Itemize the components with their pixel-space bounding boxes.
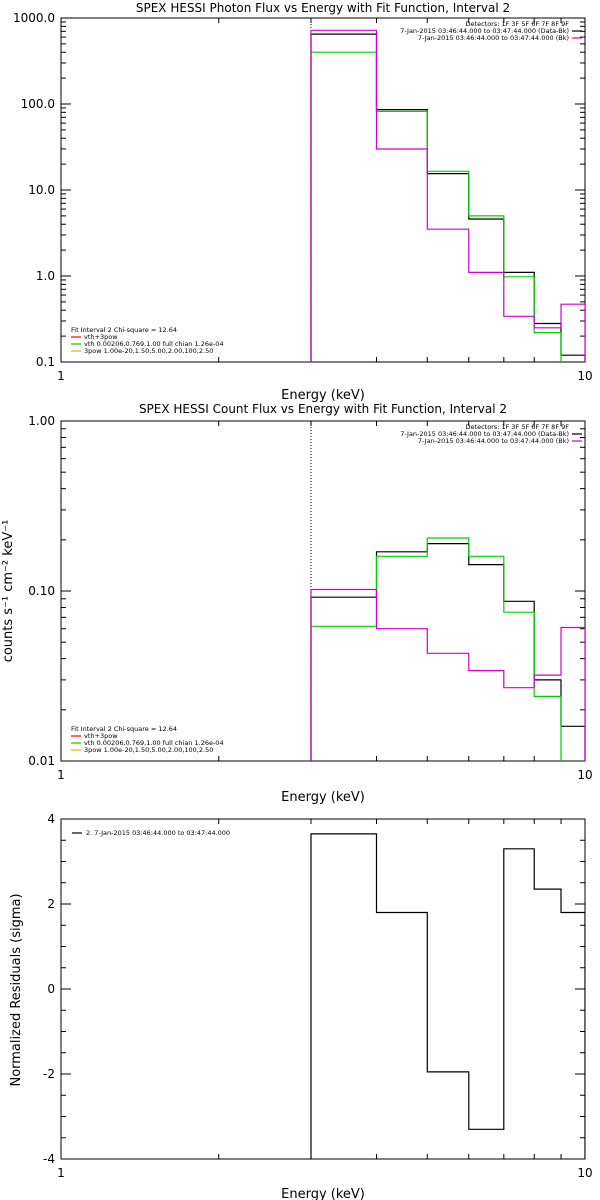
photon-fit-legend-text: vth+3pow bbox=[84, 333, 118, 341]
residual-x-ticks: 1 10 bbox=[57, 819, 593, 1180]
photon-y-tick-label: 10.0 bbox=[28, 183, 55, 197]
photon-fit-legend-header: Fit Interval 2 Chi-square = 12.64 bbox=[71, 326, 177, 334]
count-legend-entry-text: 7-Jan-2015 03:46:44.000 to 03:47:44.000 … bbox=[418, 437, 569, 445]
photon-legend-bottom: Fit Interval 2 Chi-square = 12.64vth+3po… bbox=[71, 326, 224, 355]
count-legend-header: Detectors: 1F 3F 5F 6F 7F 8F 9F bbox=[466, 423, 570, 431]
residuals-y-axis-label: Normalized Residuals (sigma) bbox=[9, 893, 24, 1086]
residual-y-tick-label: 4 bbox=[47, 812, 55, 826]
count-x-tick-label: 1 bbox=[57, 768, 65, 782]
count-series-1-step-line bbox=[310, 537, 562, 761]
residual-series-group bbox=[310, 833, 585, 1159]
residual-y-tick-label: 2 bbox=[47, 897, 55, 911]
count-fit-legend-text: vth+3pow bbox=[84, 732, 118, 740]
photon-x-tick-label: 10 bbox=[577, 369, 592, 383]
photon-fit-legend-text: vth 0.00206,0.769,1.00 full chian 1.26e-… bbox=[84, 340, 224, 348]
residual-y-tick-label: -2 bbox=[43, 1067, 55, 1081]
photon-x-ticks: 1 10 bbox=[57, 18, 593, 383]
count-legend-top: Detectors: 1F 3F 5F 6F 7F 8F 9F7-Jan-201… bbox=[400, 423, 582, 445]
residual-y-tick-label: -4 bbox=[43, 1152, 55, 1166]
photon-legend-top: Detectors: 1F 3F 5F 6F 7F 8F 9F7-Jan-201… bbox=[400, 20, 582, 42]
count-legend-bottom: Fit Interval 2 Chi-square = 12.64vth+3po… bbox=[71, 725, 224, 754]
count-y-tick-label: 0.01 bbox=[28, 754, 55, 768]
residual-x-tick-label: 10 bbox=[577, 1166, 592, 1180]
residuals-x-axis-label: Energy (keV) bbox=[281, 1187, 365, 1200]
residuals-panel: Energy (keV) Normalized Residuals (sigma… bbox=[9, 812, 593, 1200]
residual-x-tick-label: 1 bbox=[57, 1166, 65, 1180]
photon-axes-frame bbox=[60, 17, 586, 363]
count-flux-title: SPEX HESSI Count Flux vs Energy with Fit… bbox=[139, 402, 507, 416]
count-series-2-step-line bbox=[310, 588, 585, 761]
count-fit-legend-text: vth 0.00206,0.769,1.00 full chian 1.26e-… bbox=[84, 739, 224, 747]
photon-legend-entry-text: 7-Jan-2015 03:46:44.000 to 03:47:44.000 … bbox=[400, 27, 569, 35]
photon-series-0-step-line bbox=[310, 33, 585, 362]
count-flux-y-axis-label: counts s⁻¹ cm⁻² keV⁻¹ bbox=[1, 520, 16, 663]
residual-y-tick-label: 0 bbox=[47, 982, 55, 996]
photon-legend-entry-text: 7-Jan-2015 03:46:44.000 to 03:47:44.000 … bbox=[418, 34, 569, 42]
count-y-tick-label: 0.10 bbox=[28, 584, 55, 598]
photon-flux-panel: SPEX HESSI Photon Flux vs Energy with Fi… bbox=[13, 1, 593, 403]
photon-fit-legend-text: 3pow 1.00e-20,1.50,5.00,2.00,100,2.50 bbox=[84, 347, 213, 355]
photon-y-tick-label: 0.1 bbox=[36, 355, 55, 369]
residual-y-ticks: -4 -2 0 2 4 bbox=[43, 812, 585, 1166]
count-fit-legend-text: 3pow 1.00e-20,1.50,5.00,2.00,100,2.50 bbox=[84, 746, 213, 754]
count-series-group bbox=[310, 537, 585, 761]
photon-flux-title: SPEX HESSI Photon Flux vs Energy with Fi… bbox=[136, 1, 510, 15]
residuals-plot: 1 10 -4 -2 0 2 4 2. 7-Jan-2015 03:46:44.000 to … bbox=[43, 812, 593, 1180]
residual-legend-top: 2. 7-Jan-2015 03:46:44.000 to 03:47:44.0… bbox=[72, 829, 230, 837]
count-y-ticks: 0.01 0.10 1.00 bbox=[28, 414, 585, 768]
residual-series-0-step-line bbox=[310, 833, 585, 1159]
photon-y-tick-label: 100.0 bbox=[21, 97, 55, 111]
count-fit-legend-header: Fit Interval 2 Chi-square = 12.64 bbox=[71, 725, 177, 733]
residual-legend-entry-text: 2. 7-Jan-2015 03:46:44.000 to 03:47:44.0… bbox=[86, 829, 230, 837]
photon-y-tick-label: 1.0 bbox=[36, 269, 55, 283]
count-x-tick-label: 10 bbox=[577, 768, 592, 782]
residual-axes-frame bbox=[60, 818, 586, 1160]
photon-x-tick-label: 1 bbox=[57, 369, 65, 383]
count-legend-entry-text: 7-Jan-2015 03:46:44.000 to 03:47:44.000 … bbox=[400, 430, 569, 438]
photon-y-ticks: 0.1 1.0 10.0 100.0 1000.0 bbox=[13, 11, 585, 369]
photon-y-tick-label: 1000.0 bbox=[13, 11, 55, 25]
photon-series-1-step-line bbox=[310, 51, 562, 362]
count-series-0-step-line bbox=[310, 543, 585, 761]
photon-series-2-step-line bbox=[310, 29, 585, 362]
count-y-tick-label: 1.00 bbox=[28, 414, 55, 428]
photon-legend-header: Detectors: 1F 3F 5F 6F 7F 8F 9F bbox=[466, 20, 570, 28]
photon-flux-plot: 1 10 0.1 1.0 10.0 100.0 1000.0 Detectors: 1F 3F… bbox=[13, 11, 593, 383]
photon-series-group bbox=[310, 29, 585, 362]
count-flux-x-axis-label: Energy (keV) bbox=[281, 790, 365, 805]
photon-flux-x-axis-label: Energy (keV) bbox=[281, 388, 365, 403]
count-axes-frame bbox=[60, 420, 586, 762]
count-flux-panel: SPEX HESSI Count Flux vs Energy with Fit… bbox=[1, 402, 593, 805]
count-flux-plot: 1 10 0.01 0.10 1.00 Detectors: 1F 3F 5F 6F 7F… bbox=[28, 414, 592, 782]
